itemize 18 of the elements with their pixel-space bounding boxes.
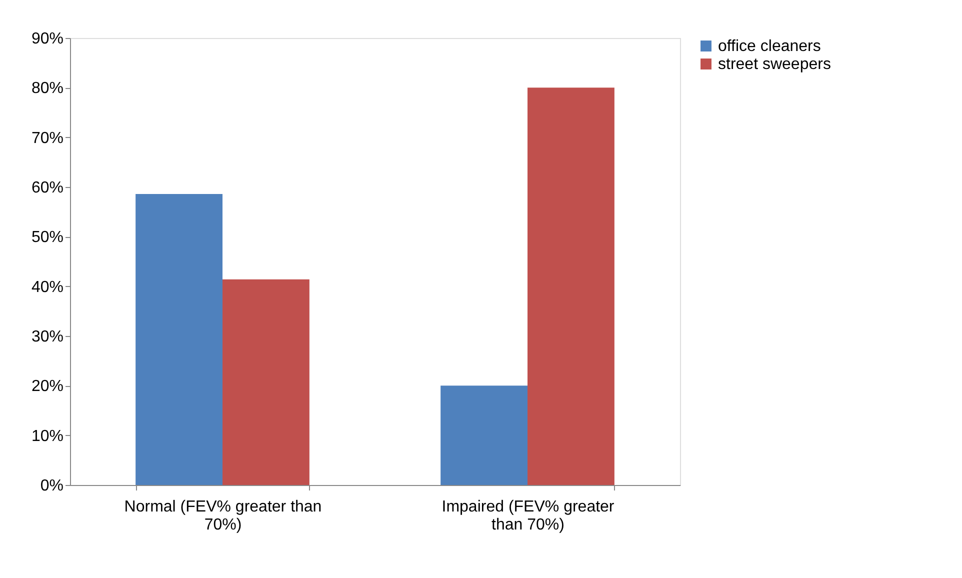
y-tick-label: 60% [31,180,64,196]
y-tick-label: 30% [31,328,64,346]
bar [528,88,614,485]
y-tick-label: 40% [31,278,64,296]
y-tick-label: 80% [31,80,64,98]
x-tick-label: Normal (FEV% greater than 70%) [124,498,322,534]
y-tick-label: 50% [31,229,64,246]
bar [440,386,528,485]
legend-label: office cleaners [718,38,821,55]
x-tick-label: Impaired (FEV% greater than 70%) [442,498,615,534]
legend-label: street sweepers [718,56,831,73]
y-tick-label: 20% [31,378,64,396]
bar [222,279,310,485]
bar [136,194,222,485]
y-tick-label: 0% [40,478,64,494]
y-tick-label: 90% [31,30,64,48]
y-tick-label: 70% [31,130,64,147]
y-tick-label: 10% [31,428,64,445]
